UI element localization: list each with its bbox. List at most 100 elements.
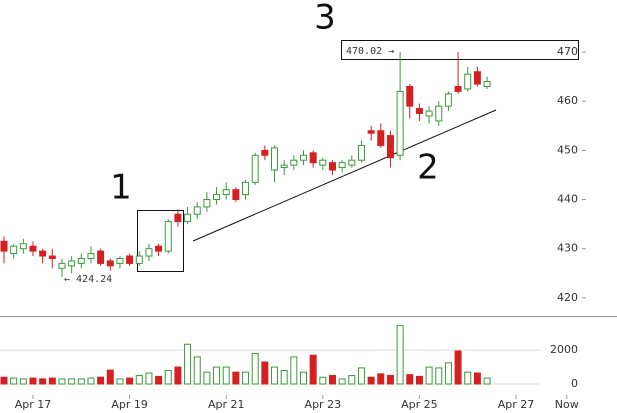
volume-bar — [116, 378, 124, 385]
volume-bar — [135, 375, 143, 385]
volume-bar — [357, 367, 365, 385]
candle-body — [290, 159, 298, 166]
candle-body — [464, 73, 472, 90]
candle-body — [483, 81, 491, 87]
candle-body — [10, 245, 18, 255]
candle-body — [444, 93, 452, 107]
volume-bar — [444, 362, 452, 385]
volume-bar — [39, 378, 47, 385]
candle-body — [97, 250, 105, 264]
candle-body — [19, 243, 27, 250]
volume-bar — [435, 367, 443, 385]
annotation: 470.02 → — [346, 46, 394, 57]
candle-body — [106, 260, 114, 267]
candle-body — [406, 85, 414, 107]
candle-body — [0, 240, 8, 252]
highlight-box — [137, 210, 184, 272]
candle-body — [377, 130, 385, 146]
annotation: 2 — [417, 148, 439, 188]
volume-bar — [309, 354, 317, 385]
candle-body — [126, 255, 134, 264]
candle-body — [396, 90, 404, 156]
candle-body — [386, 135, 394, 159]
volume-bar — [213, 366, 221, 385]
volume-bar — [164, 369, 172, 385]
candle-body — [155, 245, 163, 252]
candle-body — [116, 257, 124, 264]
candle-body — [184, 213, 192, 223]
candle-body — [473, 71, 481, 85]
candle-body — [357, 144, 365, 161]
volume-bar — [338, 378, 346, 385]
candle-body — [319, 159, 327, 166]
volume-bar — [184, 343, 192, 385]
candle-body — [309, 152, 317, 164]
candle-body — [271, 147, 279, 171]
candle-body — [425, 110, 433, 117]
volume-bar — [77, 378, 85, 385]
volume-bar — [483, 377, 491, 385]
volume-bar — [271, 366, 279, 385]
volume-bar — [97, 376, 105, 385]
annotation: ← 424.24 — [64, 274, 112, 285]
candle-body — [77, 257, 85, 264]
volume-bar — [242, 371, 250, 385]
volume-bar — [328, 375, 336, 385]
candle-body — [145, 248, 153, 257]
volume-bar — [145, 372, 153, 385]
volume-bar — [48, 377, 56, 385]
volume-bar — [386, 375, 394, 385]
volume-bar — [367, 376, 375, 385]
candle-body — [435, 105, 443, 122]
y-tick-label: 2000 — [550, 343, 578, 356]
volume-bar — [29, 377, 37, 385]
volume-bar — [174, 366, 182, 385]
candle-body — [58, 262, 66, 269]
volume-bar — [464, 371, 472, 385]
volume-bar — [251, 353, 259, 385]
candle-body — [174, 213, 182, 223]
trend-line — [192, 109, 497, 242]
volume-bar — [203, 371, 211, 385]
annotation: 1 — [110, 168, 132, 208]
candle-body — [251, 154, 259, 183]
volume-bar — [348, 375, 356, 385]
candle-body — [280, 164, 288, 169]
candle-body — [348, 159, 356, 166]
y-tick-label: 470 — [557, 45, 578, 58]
volume-bar — [290, 356, 298, 385]
candle-body — [415, 108, 423, 115]
y-tick-label: 420 — [557, 291, 578, 304]
y-tick-label: 0 — [571, 377, 578, 390]
candle-body — [222, 189, 230, 196]
volume-bar — [396, 325, 404, 385]
y-tick-label: 450 — [557, 143, 578, 156]
volume-bar — [58, 378, 66, 385]
candle-body — [193, 206, 201, 215]
volume-bar — [10, 377, 18, 385]
candle-body — [68, 260, 76, 267]
volume-bar — [126, 377, 134, 385]
candle-body — [338, 162, 346, 169]
y-tick-label: 460 — [557, 94, 578, 107]
candle-body — [261, 149, 269, 156]
volume-bar — [155, 375, 163, 385]
candle-body — [203, 199, 211, 208]
candle-body — [328, 162, 336, 171]
candle-body — [87, 253, 95, 259]
volume-bar — [0, 376, 8, 385]
candle-body — [232, 189, 240, 201]
volume-bar — [232, 371, 240, 385]
candle-body — [135, 255, 143, 264]
candle-body — [300, 154, 308, 161]
candle-body — [48, 255, 56, 259]
candle-body — [164, 221, 172, 252]
volume-bar — [68, 378, 76, 385]
x-tick-label: Apr 27 — [498, 398, 535, 411]
candle-body — [213, 194, 221, 201]
volume-bar — [319, 376, 327, 385]
volume-bar — [300, 371, 308, 385]
candle-body — [29, 245, 37, 252]
volume-bar — [222, 366, 230, 385]
